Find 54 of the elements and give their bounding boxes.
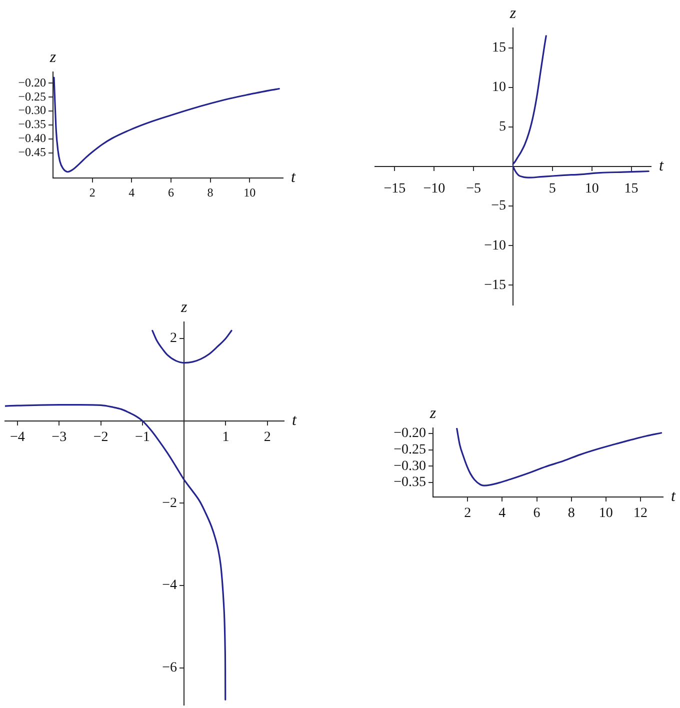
- y-tick-label: −0.30: [394, 458, 426, 474]
- x-tick-label: −3: [52, 430, 67, 445]
- x-tick-label: 2: [464, 506, 472, 522]
- y-tick-label: −0.25: [394, 442, 426, 458]
- x-axis-title: t: [291, 169, 296, 186]
- x-tick-label: 10: [244, 185, 256, 200]
- x-axis-title: t: [292, 412, 297, 430]
- x-tick-label: 2: [89, 185, 96, 200]
- x-tick-label: 15: [624, 182, 638, 197]
- x-tick-label: 10: [584, 182, 599, 197]
- x-tick-label: −1: [134, 430, 150, 445]
- y-axis-title: z: [508, 5, 517, 22]
- y-tick-label: 10: [492, 80, 506, 96]
- y-axis-title: z: [48, 49, 57, 66]
- y-tick-label: −0.25: [18, 89, 46, 104]
- y-tick-label: −15: [484, 278, 506, 293]
- y-tick-label: 2: [170, 331, 178, 346]
- y-tick-label: −6: [162, 660, 178, 676]
- y-tick-label: −0.45: [18, 145, 46, 160]
- x-tick-label: −5: [466, 182, 482, 197]
- y-tick-label: −4: [162, 578, 178, 594]
- x-tick-label: 10: [598, 506, 613, 522]
- y-tick-label: −0.40: [18, 131, 46, 146]
- x-tick-label: 8: [568, 506, 575, 522]
- y-tick-label: −0.35: [18, 117, 46, 132]
- x-tick-label: 4: [498, 506, 506, 522]
- y-tick-label: −0.20: [394, 426, 426, 442]
- x-tick-label: 8: [207, 185, 214, 200]
- x-tick-label: −2: [93, 430, 108, 445]
- y-tick-label: −10: [484, 238, 506, 254]
- x-tick-label: 5: [548, 182, 556, 197]
- line-series: [456, 428, 662, 486]
- x-tick-label: 12: [634, 506, 648, 522]
- line-series: [5, 404, 226, 700]
- y-axis-title: z: [428, 405, 437, 422]
- x-tick-label: 2: [264, 430, 271, 445]
- y-tick-label: −0.20: [18, 75, 46, 90]
- x-tick-label: −10: [423, 182, 446, 197]
- x-axis-title: t: [671, 488, 676, 506]
- line-series: [53, 76, 280, 173]
- y-tick-label: 5: [499, 120, 506, 135]
- x-tick-label: 4: [128, 185, 135, 200]
- y-axis-title: z: [180, 299, 188, 316]
- x-axis-title: t: [659, 158, 664, 175]
- x-tick-label: 1: [222, 430, 230, 445]
- line-series: [152, 330, 232, 364]
- y-tick-label: 15: [492, 40, 506, 56]
- y-tick-label: −2: [162, 496, 178, 511]
- x-tick-label: 6: [168, 185, 174, 200]
- y-tick-label: −0.35: [394, 475, 426, 490]
- x-tick-label: −15: [384, 182, 406, 197]
- y-tick-label: −0.30: [18, 103, 46, 118]
- y-tick-label: −5: [491, 198, 506, 214]
- x-tick-label: 6: [533, 506, 540, 522]
